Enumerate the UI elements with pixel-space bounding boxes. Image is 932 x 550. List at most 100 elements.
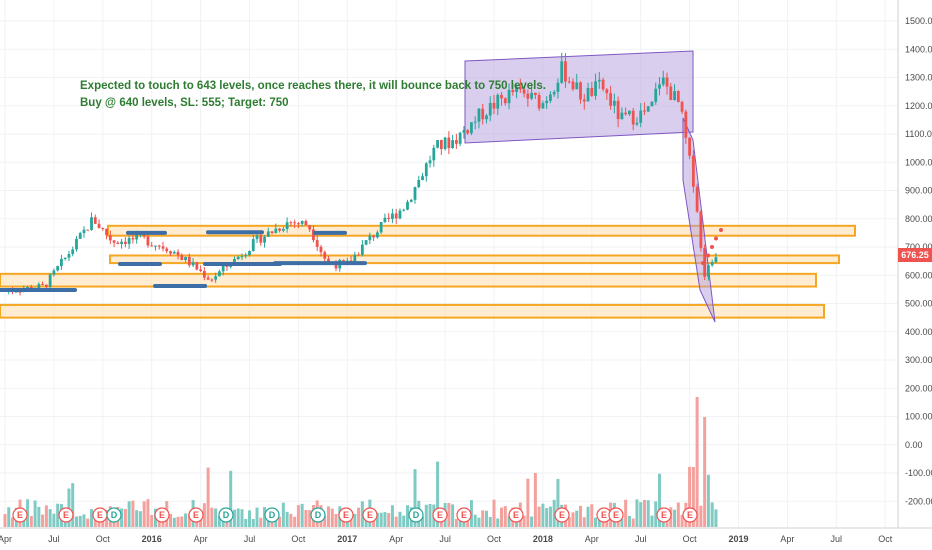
candle-body <box>285 222 289 229</box>
candle-body <box>63 257 67 259</box>
y-tick-label: 500.00 <box>905 299 932 309</box>
candle-body <box>635 122 639 125</box>
candle-body <box>710 262 714 266</box>
volume-bar <box>289 513 293 527</box>
volume-bar <box>67 488 71 527</box>
candle-body <box>421 176 424 180</box>
candle-body <box>266 231 270 237</box>
candle-body <box>71 249 75 255</box>
candle-body <box>112 240 116 243</box>
volume-bar <box>52 513 56 527</box>
candle-body <box>383 217 387 222</box>
candle-body <box>601 79 605 90</box>
candle-body <box>86 229 90 231</box>
volume-bar <box>627 515 631 527</box>
candle-body <box>60 258 63 267</box>
volume-bar <box>127 501 131 527</box>
volume-bar <box>488 517 492 527</box>
volume-bar <box>334 514 338 527</box>
event-marker-label: D <box>223 510 230 520</box>
candle-body <box>470 122 473 134</box>
candle-body <box>172 251 176 254</box>
price-zone <box>0 272 817 288</box>
x-tick-label: Apr <box>780 534 794 544</box>
dividend-marker <box>264 507 280 523</box>
candle-body <box>714 257 718 263</box>
y-tick-label: -100.00 <box>905 468 932 478</box>
earnings-marker <box>362 507 378 523</box>
volume-bar <box>33 500 37 527</box>
candle-body <box>530 92 534 99</box>
volume-bar <box>180 516 184 527</box>
candle-body <box>308 225 312 230</box>
earnings-marker <box>58 507 74 523</box>
candle-body <box>428 160 432 164</box>
volume-bar <box>706 474 710 527</box>
candle-body <box>575 82 579 90</box>
volume-bar <box>421 516 425 527</box>
volume-bar <box>44 505 48 527</box>
volume-bar <box>590 504 594 527</box>
y-tick-label: 1000.00 <box>905 157 932 167</box>
candle-body <box>556 82 560 92</box>
candle-body <box>319 246 323 253</box>
volume-bar <box>353 513 357 527</box>
event-marker-label: E <box>559 510 565 520</box>
y-tick-label: 800.00 <box>905 214 932 224</box>
candlesticks <box>3 52 718 296</box>
event-marker-label: D <box>315 510 322 520</box>
candle-body <box>44 284 48 287</box>
volume-bar <box>496 518 500 527</box>
candle-body <box>304 221 308 226</box>
volume-bar <box>624 499 628 527</box>
candle-body <box>225 265 229 267</box>
volume-bar <box>676 502 680 527</box>
candle-body <box>146 236 150 246</box>
volume-bar <box>436 461 440 527</box>
candle-body <box>549 94 552 101</box>
candle-body <box>391 213 394 219</box>
volume-bar <box>74 516 78 527</box>
candle-body <box>240 256 244 258</box>
volume-bar <box>375 512 379 527</box>
y-tick-label: 700.00 <box>905 242 932 252</box>
volume-bar <box>360 501 364 527</box>
candle-body <box>624 112 628 115</box>
candle-body <box>142 233 146 237</box>
volume-bar <box>383 512 387 527</box>
projection-point <box>719 228 723 233</box>
volume-bar <box>481 510 485 527</box>
volume-bar <box>146 499 150 527</box>
event-marker-label: E <box>513 510 519 520</box>
candle-body <box>503 98 507 104</box>
candle-body <box>131 237 135 240</box>
volume-bar <box>138 511 142 527</box>
volume-bar <box>699 505 703 527</box>
volume-bar <box>248 510 251 527</box>
volume-bar <box>255 507 259 527</box>
candle-body <box>639 110 643 123</box>
price-zone <box>109 254 840 265</box>
volume-bar <box>123 509 127 527</box>
candle-body <box>161 246 165 249</box>
volume-bar <box>541 503 545 527</box>
volume-bar <box>714 509 718 527</box>
volume-bar <box>29 515 33 527</box>
candle-body <box>116 242 120 245</box>
volume-bar <box>658 473 662 527</box>
candle-body <box>342 259 345 261</box>
volume-bar <box>278 516 282 527</box>
volume-bar <box>232 509 236 527</box>
candle-body <box>688 137 691 156</box>
candle-body <box>214 276 218 280</box>
candle-body <box>402 209 406 211</box>
candle-body <box>564 61 567 82</box>
volume-bar <box>387 513 391 527</box>
candle-body <box>409 199 413 202</box>
candle-body <box>579 82 582 100</box>
projection-points <box>701 228 723 266</box>
volume-bar <box>582 517 586 527</box>
volume-bar <box>477 517 481 527</box>
candle-body <box>560 61 564 83</box>
annotation-line-1: Expected to touch to 643 levels, once re… <box>80 80 546 92</box>
